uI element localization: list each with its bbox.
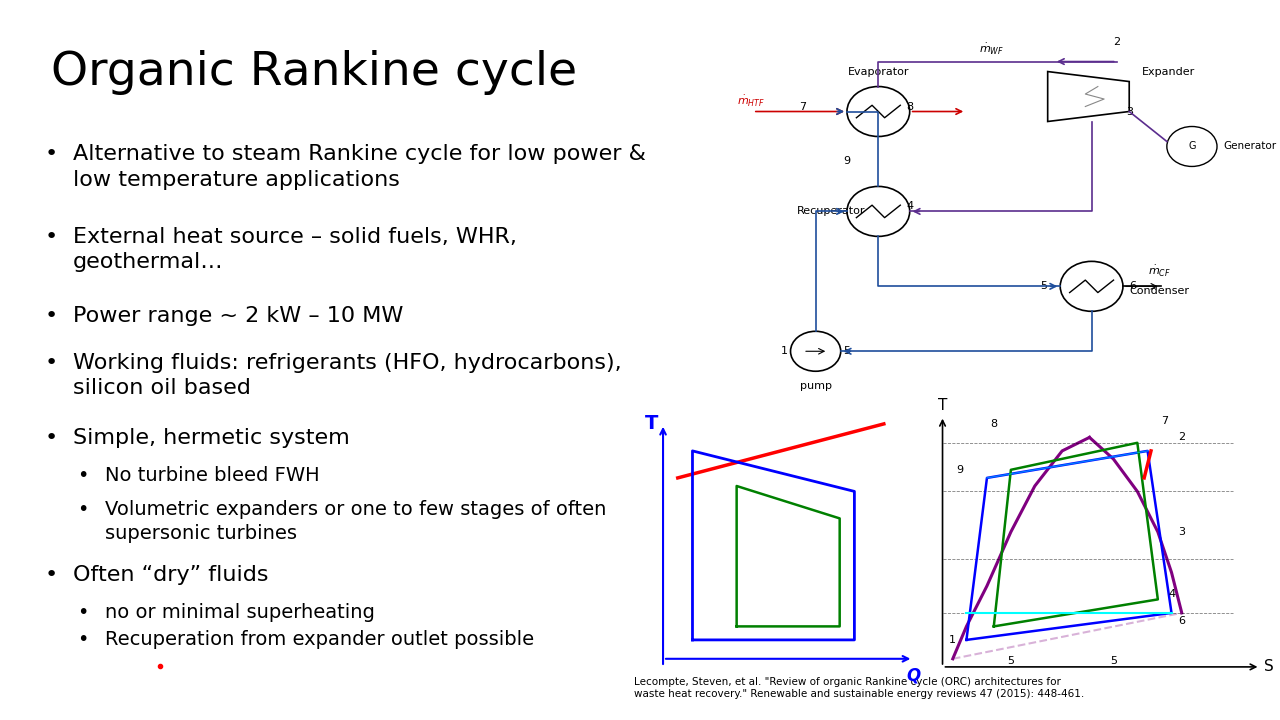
- Text: Simple, hermetic system: Simple, hermetic system: [73, 428, 349, 449]
- Text: 6: 6: [1129, 282, 1137, 292]
- Text: •: •: [77, 630, 88, 649]
- Text: •: •: [77, 603, 88, 621]
- Text: 5: 5: [1110, 657, 1117, 667]
- Text: •: •: [45, 428, 58, 449]
- Text: 3: 3: [1125, 107, 1133, 117]
- Text: Working fluids: refrigerants (HFO, hydrocarbons),
silicon oil based: Working fluids: refrigerants (HFO, hydro…: [73, 353, 622, 398]
- Text: 4: 4: [1167, 589, 1175, 599]
- Text: 5: 5: [844, 346, 850, 356]
- Text: Recuperation from expander outlet possible: Recuperation from expander outlet possib…: [105, 630, 534, 649]
- Text: Often “dry” fluids: Often “dry” fluids: [73, 565, 269, 585]
- Text: Volumetric expanders or one to few stages of often
supersonic turbines: Volumetric expanders or one to few stage…: [105, 500, 607, 543]
- Text: External heat source – solid fuels, WHR,
geothermal…: External heat source – solid fuels, WHR,…: [73, 227, 517, 272]
- Text: $\dot{m}_{HTF}$: $\dot{m}_{HTF}$: [737, 94, 765, 109]
- Text: 7: 7: [800, 102, 806, 112]
- Text: 7: 7: [1161, 416, 1169, 426]
- Text: •: •: [45, 144, 58, 164]
- Text: Evaporator: Evaporator: [847, 66, 909, 76]
- Text: •: •: [77, 466, 88, 485]
- Text: Recuperator: Recuperator: [797, 207, 865, 217]
- Text: no or minimal superheating: no or minimal superheating: [105, 603, 375, 621]
- Text: Alternative to steam Rankine cycle for low power &
low temperature applications: Alternative to steam Rankine cycle for l…: [73, 144, 646, 189]
- Text: 4: 4: [906, 202, 913, 212]
- Text: $\dot{m}_{CF}$: $\dot{m}_{CF}$: [1148, 264, 1171, 279]
- Text: •: •: [45, 353, 58, 373]
- Text: Lecompte, Steven, et al. "Review of organic Rankine cycle (ORC) architectures fo: Lecompte, Steven, et al. "Review of orga…: [634, 677, 1084, 699]
- Text: pump: pump: [800, 382, 832, 391]
- Text: •: •: [45, 306, 58, 326]
- Text: G: G: [1188, 141, 1196, 151]
- Text: •: •: [45, 565, 58, 585]
- Text: 1: 1: [950, 635, 956, 645]
- Text: 1: 1: [781, 346, 787, 356]
- Text: 8: 8: [906, 102, 913, 112]
- Text: S: S: [1263, 660, 1274, 675]
- Text: $\dot{m}_{WF}$: $\dot{m}_{WF}$: [979, 42, 1004, 57]
- Text: •: •: [45, 227, 58, 247]
- Text: 2: 2: [1178, 433, 1185, 442]
- Text: 5: 5: [1041, 282, 1048, 292]
- Text: •: •: [77, 500, 88, 518]
- Text: 5: 5: [1007, 657, 1014, 667]
- Text: Power range ~ 2 kW – 10 MW: Power range ~ 2 kW – 10 MW: [73, 306, 403, 326]
- Text: 9: 9: [844, 156, 850, 166]
- Text: 6: 6: [1179, 616, 1185, 626]
- Text: Generator: Generator: [1224, 141, 1276, 151]
- Text: 8: 8: [991, 419, 997, 429]
- Text: No turbine bleed FWH: No turbine bleed FWH: [105, 466, 320, 485]
- Text: Expander: Expander: [1142, 66, 1196, 76]
- Text: T: T: [938, 398, 947, 413]
- Text: 2: 2: [1114, 37, 1120, 47]
- Text: Condenser: Condenser: [1129, 287, 1189, 297]
- Text: Q: Q: [906, 667, 920, 685]
- Text: 9: 9: [956, 465, 963, 474]
- Text: T: T: [645, 415, 658, 433]
- Text: Organic Rankine cycle: Organic Rankine cycle: [51, 50, 577, 95]
- Text: 3: 3: [1179, 527, 1185, 537]
